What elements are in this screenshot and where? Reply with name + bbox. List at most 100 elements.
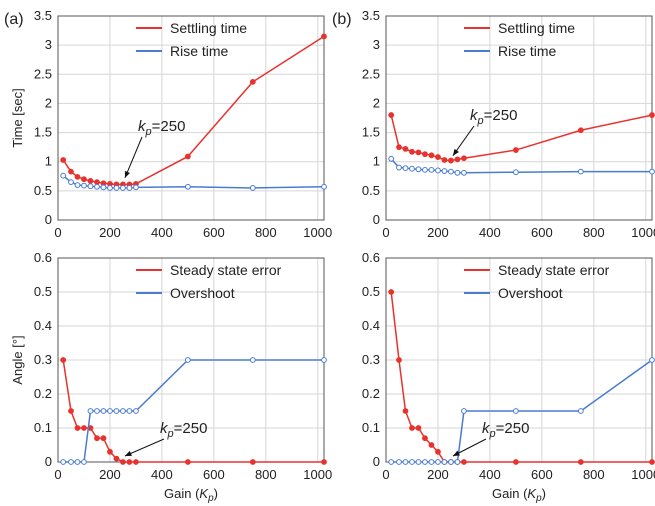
- data-point: [577, 168, 584, 175]
- y-tick-label: 1.5: [362, 125, 380, 140]
- data-point: [94, 179, 100, 186]
- data-point: [396, 459, 402, 465]
- data-point: [100, 435, 107, 442]
- x-tick-label: 1000: [303, 467, 332, 482]
- data-point: [68, 179, 74, 186]
- annotation-kp: kp=250: [160, 420, 207, 440]
- x-tick-label: 1000: [303, 225, 332, 240]
- y-tick-label: 0.1: [362, 420, 380, 435]
- annotation-arrow: [124, 136, 143, 179]
- data-point: [100, 184, 107, 191]
- y-tick-label: 0.3: [34, 352, 52, 367]
- data-point: [388, 289, 395, 295]
- y-tick-label: 0.6: [362, 250, 380, 265]
- x-tick-label: 600: [203, 225, 225, 240]
- data-point: [68, 168, 74, 175]
- data-point: [577, 127, 584, 134]
- chart-panel-4: 0 200 400 600 800 1000 0 0.1 0.2 0.3 0.4 0.5 0.6 Gain…: [362, 250, 655, 504]
- data-point: [441, 459, 448, 465]
- data-point: [402, 459, 409, 465]
- x-tick-label: 0: [382, 225, 389, 240]
- data-point: [388, 459, 395, 465]
- data-point: [113, 408, 120, 414]
- legend-label: Rise time: [170, 43, 229, 59]
- annotation-kp: kp=250: [470, 107, 517, 127]
- plot-frame: [57, 15, 325, 221]
- data-point: [184, 183, 191, 190]
- annotation-kp: kp=250: [482, 420, 529, 440]
- data-point: [120, 185, 126, 191]
- data-point: [87, 183, 94, 190]
- y-tick-label: 0.5: [34, 183, 52, 198]
- x-tick-label: 200: [99, 467, 121, 482]
- x-tick-label: 0: [382, 467, 389, 482]
- data-point: [81, 176, 87, 183]
- y-axis-label: Time [sec]: [10, 88, 25, 147]
- data-point: [649, 357, 655, 363]
- data-point: [100, 408, 107, 414]
- x-tick-label: 800: [583, 467, 605, 482]
- data-point: [120, 459, 126, 465]
- data-point: [321, 459, 327, 465]
- y-tick-label: 0.2: [34, 386, 52, 401]
- panel-label: (a): [4, 11, 24, 28]
- data-point: [448, 157, 454, 164]
- y-tick-label: 1: [45, 154, 52, 169]
- data-point: [435, 154, 441, 160]
- data-point: [454, 459, 461, 465]
- chart-panel-1: 0 200 400 600 800 1000 0 0.5 1 1.5 2 2.5 3 3.5 Time [s…: [4, 8, 332, 240]
- data-point: [249, 459, 256, 465]
- data-point: [87, 178, 94, 184]
- data-point: [120, 408, 126, 414]
- y-tick-label: 3.5: [34, 8, 52, 23]
- x-tick-label: 400: [151, 467, 173, 482]
- y-tick-label: 1.5: [34, 125, 52, 140]
- annotation-kp: kp=250: [138, 118, 185, 138]
- data-point: [441, 157, 448, 163]
- y-tick-label: 1: [373, 154, 380, 169]
- data-point: [422, 435, 428, 442]
- data-point: [649, 112, 655, 118]
- data-point: [133, 408, 139, 414]
- legend-label: Steady state error: [170, 262, 282, 278]
- data-point: [448, 459, 454, 465]
- data-point: [454, 156, 461, 163]
- y-tick-label: 2.5: [362, 66, 380, 81]
- y-axis-label: Angle [°]: [10, 335, 25, 384]
- data-point: [415, 425, 422, 431]
- data-point: [74, 182, 81, 188]
- y-tick-label: 0.4: [34, 318, 52, 333]
- data-point: [435, 459, 441, 465]
- x-tick-label: 600: [531, 467, 553, 482]
- y-tick-label: 0.1: [34, 420, 52, 435]
- data-point: [409, 148, 415, 155]
- data-point: [461, 169, 467, 176]
- annotation-arrowhead: [124, 450, 132, 456]
- plot-frame: [385, 15, 653, 221]
- data-point: [388, 112, 395, 118]
- y-tick-label: 0.2: [362, 386, 380, 401]
- x-tick-label: 200: [427, 225, 449, 240]
- data-point: [321, 33, 327, 40]
- data-point: [321, 357, 327, 363]
- legend-label: Settling time: [498, 20, 575, 36]
- data-point: [415, 149, 422, 156]
- y-tick-label: 0.3: [362, 352, 380, 367]
- data-point: [107, 408, 113, 414]
- data-point: [422, 166, 428, 173]
- data-point: [74, 173, 81, 180]
- legend-label: Overshoot: [170, 285, 235, 301]
- data-point: [428, 152, 435, 159]
- data-point: [107, 448, 113, 455]
- data-point: [249, 185, 256, 191]
- data-point: [87, 408, 94, 414]
- x-tick-label: 400: [479, 225, 501, 240]
- x-tick-label: 600: [531, 225, 553, 240]
- data-point: [409, 459, 415, 465]
- x-tick-label: 0: [54, 467, 61, 482]
- legend-label: Steady state error: [498, 262, 610, 278]
- y-tick-label: 0: [373, 454, 380, 469]
- data-point: [60, 172, 67, 179]
- data-point: [396, 357, 402, 363]
- y-tick-label: 2: [45, 95, 52, 110]
